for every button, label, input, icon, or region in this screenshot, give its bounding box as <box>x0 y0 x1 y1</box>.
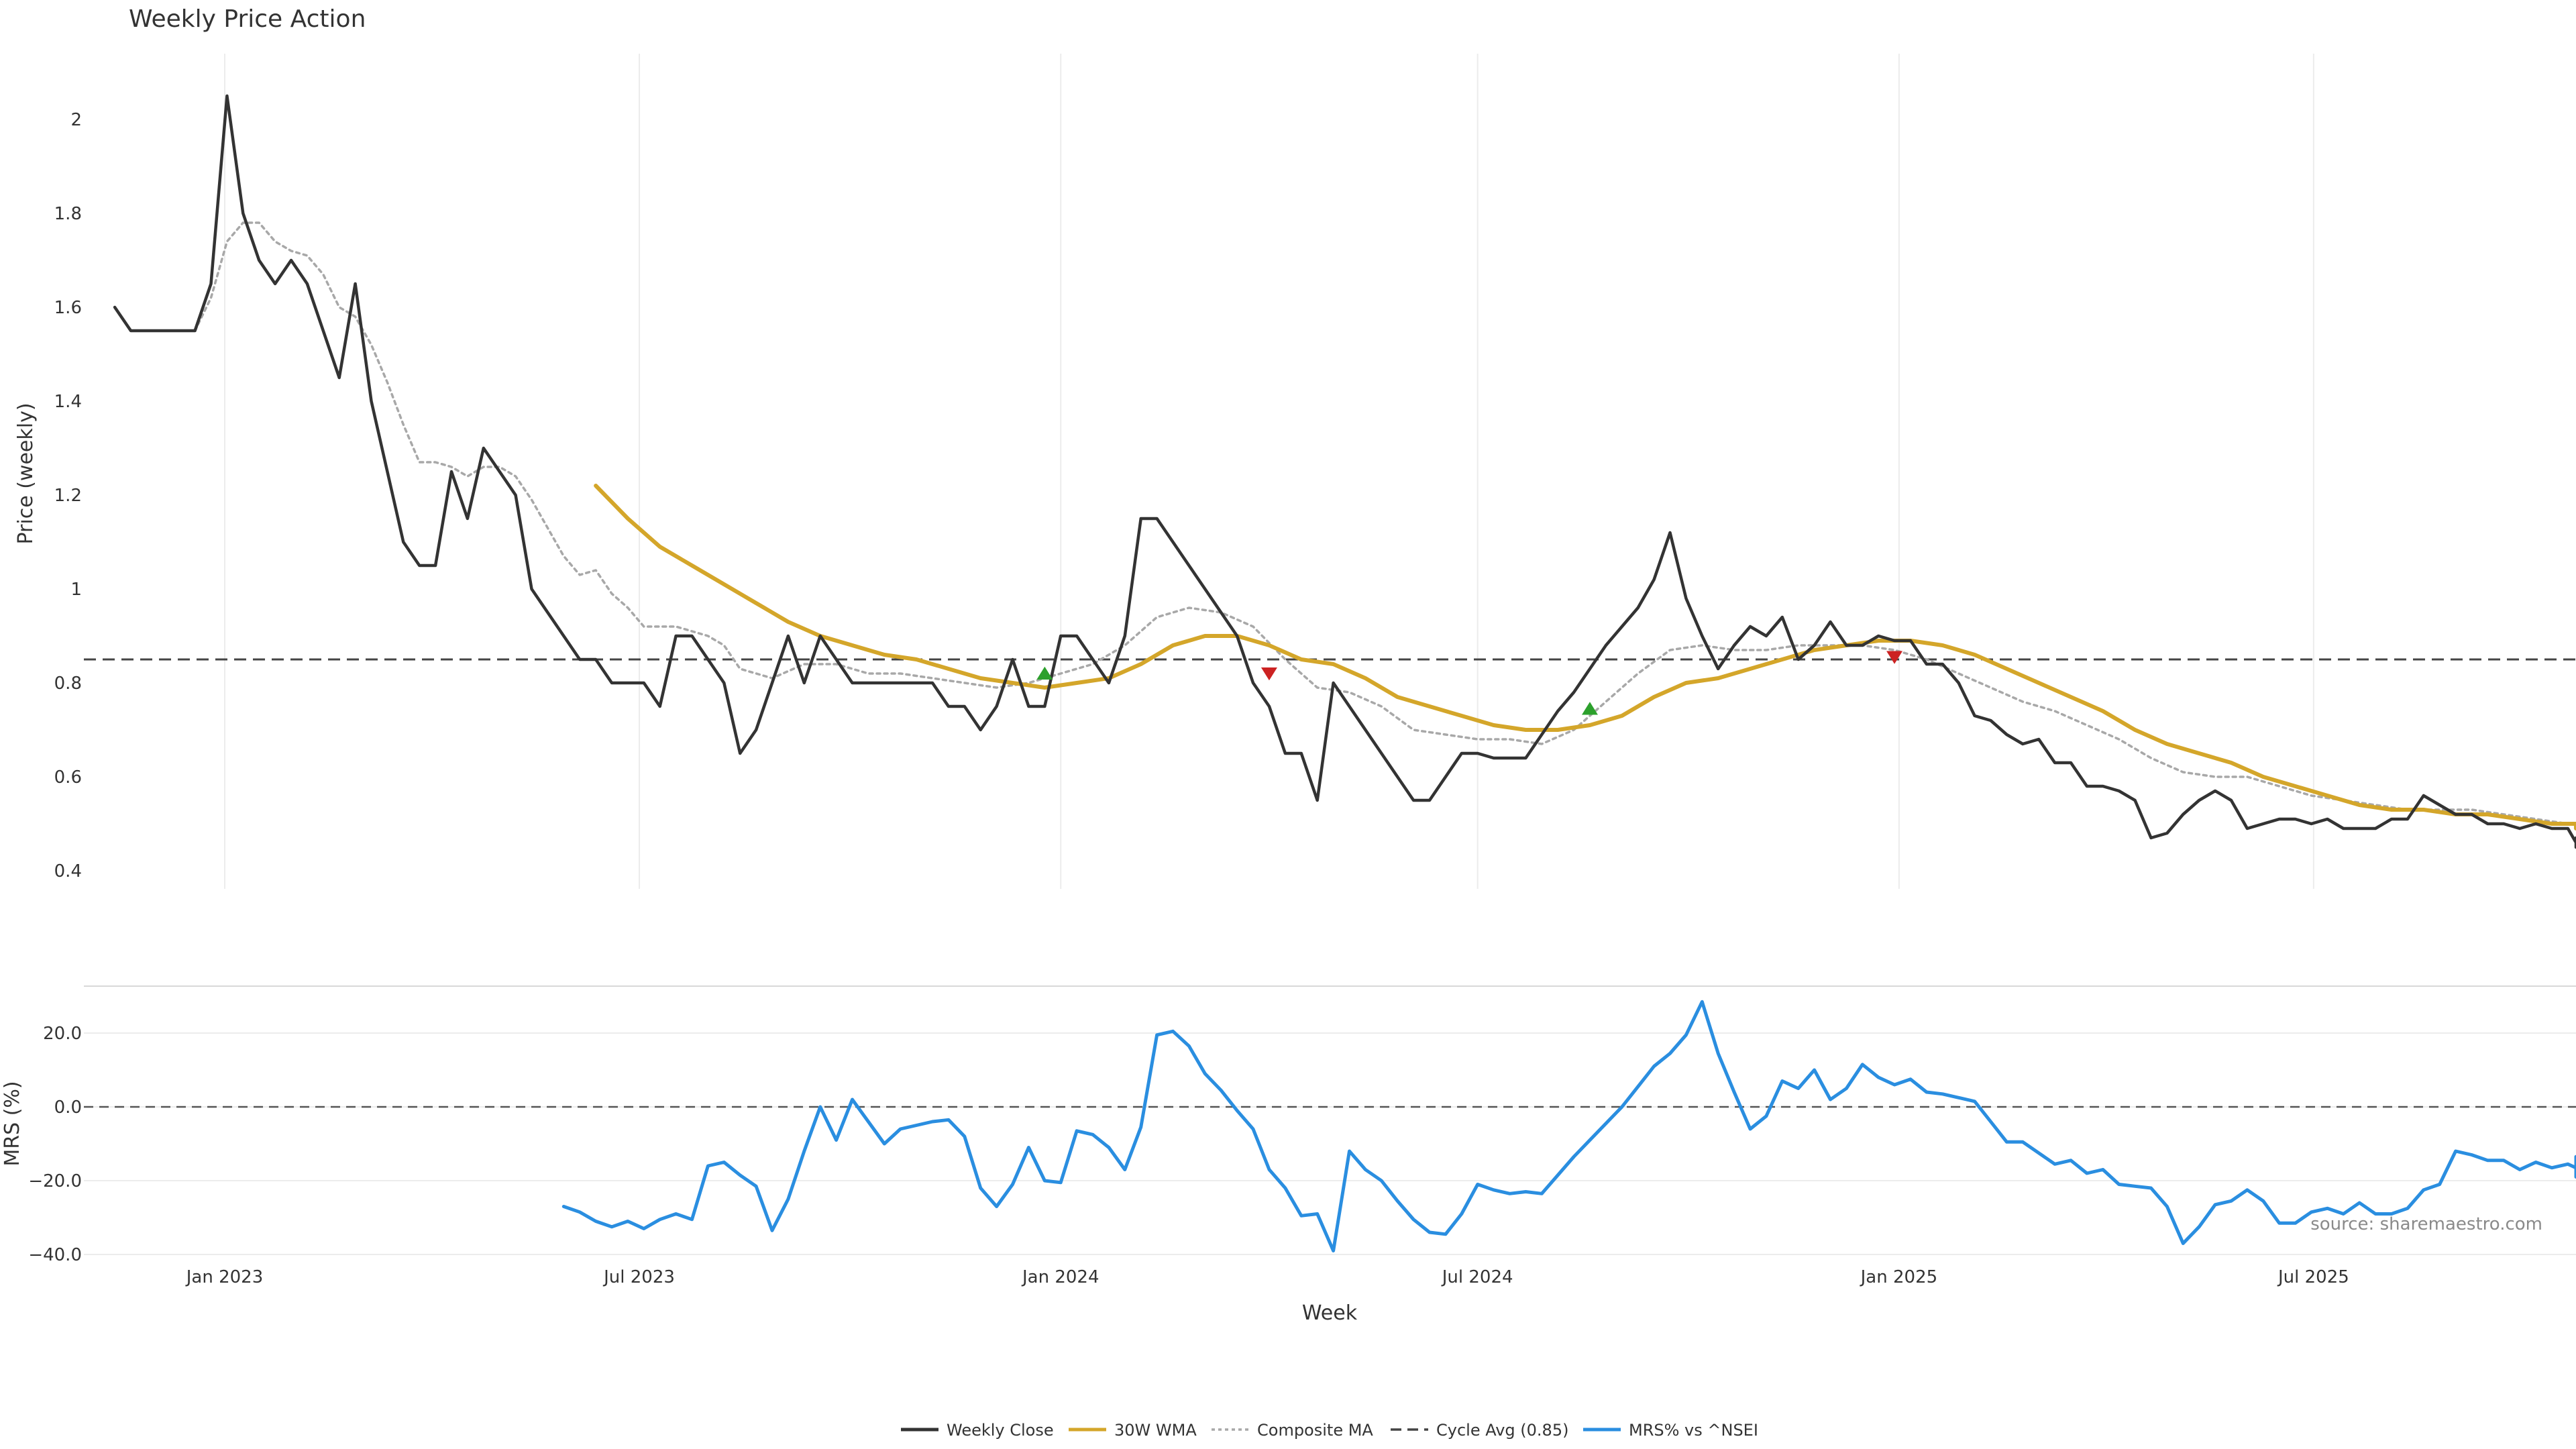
legend-label: MRS% vs ^NSEI <box>1629 1421 1758 1440</box>
legend-item: Weekly Close <box>901 1421 1054 1440</box>
x-tick-label: Jan 2025 <box>1860 1267 1938 1287</box>
price-y-tick-label: 1.2 <box>54 486 82 506</box>
price-y-axis: 0.4 0.6 0.8 1 1.2 1.4 1.6 1.8 2 <box>54 110 82 881</box>
legend: Weekly Close 30W WMA Composite MA Cycle Avg… <box>901 1421 1758 1440</box>
price-y-tick-label: 0.4 <box>54 861 82 881</box>
mrs-y-axis: 20.0 0.0 −20.0 −40.0 <box>28 1024 82 1265</box>
price-y-tick-label: 1 <box>70 580 82 600</box>
gridlines <box>84 54 2576 1255</box>
price-y-tick-label: 0.8 <box>54 674 82 694</box>
weekly-close-line <box>113 94 2576 849</box>
mrs-y-tick-label: 0.0 <box>54 1097 82 1118</box>
price-series-group <box>113 94 2576 849</box>
source-note: source: sharemaestro.com <box>2310 1214 2542 1234</box>
chart-title: Weekly Price Action <box>129 5 366 33</box>
wma-30w-line <box>594 484 2576 830</box>
price-y-axis-label: Price (weekly) <box>14 402 38 544</box>
mrs-line <box>561 1000 2576 1252</box>
legend-label: Weekly Close <box>947 1421 1054 1440</box>
signal-markers <box>1036 651 1903 715</box>
buy-signal-marker <box>1581 702 1598 715</box>
x-tick-label: Jul 2023 <box>602 1267 675 1287</box>
mrs-y-axis-label: MRS (%) <box>1 1081 24 1166</box>
x-tick-label: Jan 2023 <box>185 1267 264 1287</box>
legend-label: Composite MA <box>1257 1421 1373 1440</box>
x-tick-label: Jul 2025 <box>2277 1267 2349 1287</box>
legend-item: 30W WMA <box>1069 1421 1197 1440</box>
price-y-tick-label: 1.8 <box>54 204 82 224</box>
sell-signal-marker <box>1260 667 1277 681</box>
mrs-y-tick-label: 20.0 <box>43 1024 82 1044</box>
x-axis-label: Week <box>1302 1301 1358 1325</box>
mrs-y-tick-label: −20.0 <box>28 1171 82 1191</box>
sell-signal-marker <box>1886 651 1903 664</box>
mrs-series-group <box>561 1000 2576 1252</box>
legend-item: Cycle Avg (0.85) <box>1391 1421 1568 1440</box>
price-y-tick-label: 1.4 <box>54 392 82 412</box>
buy-signal-marker <box>1036 666 1053 680</box>
price-y-tick-label: 2 <box>70 110 82 130</box>
legend-item: Composite MA <box>1212 1421 1373 1440</box>
x-tick-label: Jan 2024 <box>1021 1267 1099 1287</box>
legend-item: MRS% vs ^NSEI <box>1583 1421 1758 1440</box>
price-y-tick-label: 1.6 <box>54 298 82 318</box>
x-axis: Jan 2023 Jul 2023 Jan 2024 Jul 2024 Jan 2025… <box>185 1267 2349 1287</box>
price-y-tick-label: 0.6 <box>54 767 82 788</box>
legend-label: Cycle Avg (0.85) <box>1436 1421 1568 1440</box>
composite-ma-line <box>193 221 2576 830</box>
mrs-y-tick-label: −40.0 <box>28 1245 82 1265</box>
legend-label: 30W WMA <box>1114 1421 1197 1440</box>
x-tick-label: Jul 2024 <box>1441 1267 1513 1287</box>
